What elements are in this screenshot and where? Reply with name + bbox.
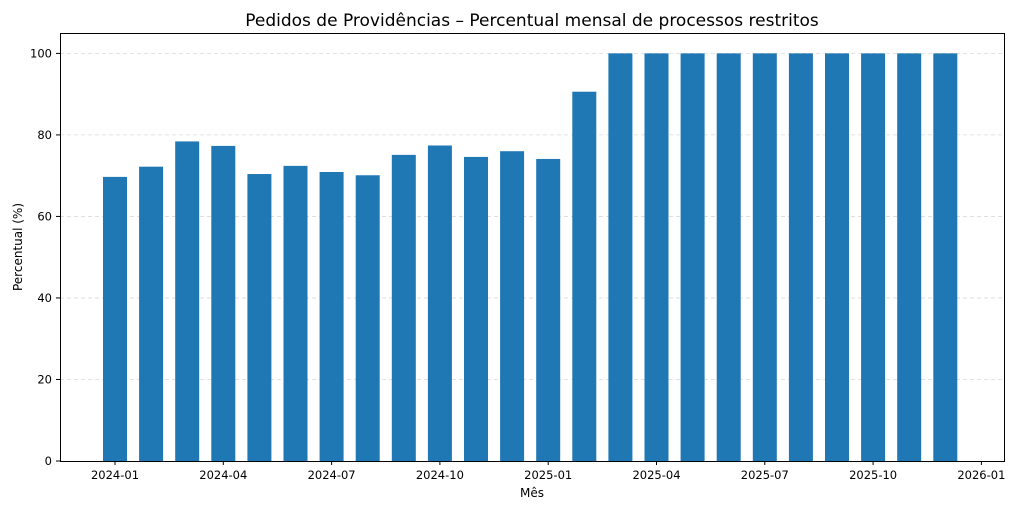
bar-2024-04 xyxy=(211,145,236,462)
bar-2025-06 xyxy=(716,53,741,461)
x-tick-label: 2025-04 xyxy=(632,468,680,482)
x-tick-label: 2025-10 xyxy=(849,468,897,482)
y-tick-label: 100 xyxy=(30,46,52,60)
bar-2025-04 xyxy=(644,53,669,461)
bar-2025-03 xyxy=(608,53,633,461)
bar-2024-12 xyxy=(500,151,525,461)
y-tick-label: 60 xyxy=(37,209,52,223)
y-tick-label: 0 xyxy=(45,454,52,468)
x-tick-label: 2024-07 xyxy=(308,468,356,482)
bar-2025-11 xyxy=(897,53,922,461)
y-tick-label: 20 xyxy=(37,372,52,386)
bar-2024-07 xyxy=(319,171,344,461)
y-axis-label: Percentual (%) xyxy=(11,203,25,291)
x-tick-label: 2026-01 xyxy=(957,468,1005,482)
plot-frame xyxy=(60,33,1005,462)
bar-2024-10 xyxy=(427,145,452,461)
x-tick-label: 2024-10 xyxy=(416,468,464,482)
bar-2024-06 xyxy=(283,165,308,462)
bar-2025-01 xyxy=(536,158,561,461)
y-tick-label: 80 xyxy=(37,128,52,142)
bar-2024-09 xyxy=(391,154,416,461)
bar-2024-01 xyxy=(103,176,127,461)
bar-2025-05 xyxy=(680,53,705,461)
bar-2025-07 xyxy=(752,53,777,461)
bar-2024-11 xyxy=(464,156,488,461)
bar-2025-10 xyxy=(861,53,886,461)
bar-2024-03 xyxy=(175,141,200,461)
bar-2025-02 xyxy=(572,91,597,461)
x-tick-label: 2025-01 xyxy=(524,468,572,482)
x-tick-label: 2024-01 xyxy=(91,468,139,482)
x-axis-label: Mês xyxy=(520,486,544,500)
bar-2025-08 xyxy=(788,53,813,461)
chart-title: Pedidos de Providências – Percentual men… xyxy=(245,11,819,31)
bar-2024-05 xyxy=(247,174,272,461)
x-tick-label: 2024-04 xyxy=(199,468,247,482)
bar-2025-12 xyxy=(933,53,958,461)
x-tick-label: 2025-07 xyxy=(741,468,789,482)
bar-2024-02 xyxy=(139,166,164,462)
y-tick-label: 40 xyxy=(37,291,52,305)
bar-2025-09 xyxy=(825,53,849,461)
bar-2024-08 xyxy=(355,175,380,462)
